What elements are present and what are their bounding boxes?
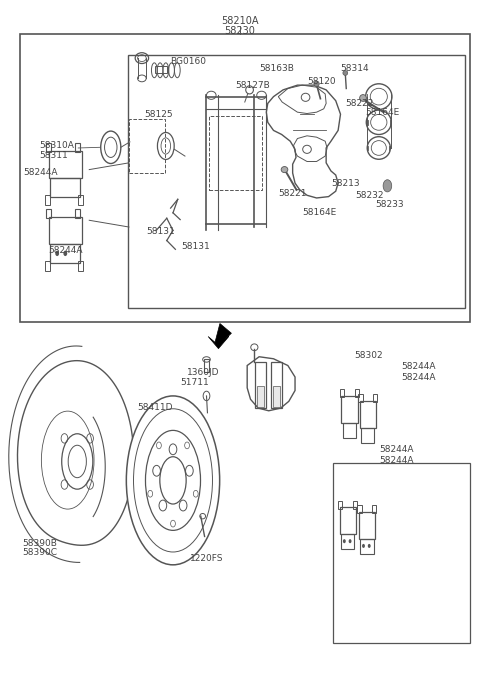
Text: 58244A: 58244A bbox=[402, 362, 436, 372]
Text: 58221: 58221 bbox=[278, 189, 307, 198]
Polygon shape bbox=[208, 324, 231, 349]
Bar bbox=[359, 512, 375, 539]
Bar bbox=[50, 244, 80, 263]
Bar bbox=[361, 428, 374, 443]
Bar bbox=[343, 423, 356, 438]
Bar bbox=[333, 464, 470, 642]
Circle shape bbox=[55, 250, 59, 256]
Circle shape bbox=[343, 539, 346, 543]
Bar bbox=[45, 261, 49, 271]
Bar bbox=[273, 387, 280, 407]
Text: 58164E: 58164E bbox=[365, 108, 400, 116]
Ellipse shape bbox=[314, 81, 319, 87]
Bar bbox=[48, 151, 82, 177]
Text: 58233: 58233 bbox=[375, 200, 404, 209]
Bar bbox=[338, 501, 342, 508]
Bar bbox=[46, 143, 51, 152]
Text: 58244A: 58244A bbox=[48, 246, 83, 255]
Bar bbox=[78, 195, 83, 204]
Bar bbox=[45, 195, 49, 204]
Bar bbox=[257, 387, 264, 407]
Bar bbox=[341, 396, 358, 423]
Ellipse shape bbox=[281, 167, 288, 173]
Bar bbox=[50, 177, 80, 196]
Bar bbox=[255, 362, 266, 408]
Bar bbox=[20, 35, 470, 322]
Bar bbox=[204, 359, 209, 372]
Bar bbox=[75, 209, 80, 218]
Text: 58390C: 58390C bbox=[22, 548, 57, 557]
Bar bbox=[353, 501, 357, 508]
Text: 1360JD: 1360JD bbox=[187, 368, 220, 377]
Text: 58314: 58314 bbox=[340, 64, 369, 72]
Bar bbox=[78, 261, 83, 271]
Text: 58411D: 58411D bbox=[137, 403, 173, 412]
Text: 58230: 58230 bbox=[225, 26, 255, 36]
Text: 58232: 58232 bbox=[355, 191, 384, 200]
Text: 58390B: 58390B bbox=[22, 539, 57, 548]
Text: 1220FS: 1220FS bbox=[190, 554, 223, 563]
Text: 58222: 58222 bbox=[345, 99, 373, 108]
Text: 58244A: 58244A bbox=[379, 445, 413, 454]
Bar bbox=[339, 507, 356, 534]
Text: 58131: 58131 bbox=[181, 242, 210, 251]
Bar bbox=[360, 401, 376, 428]
Bar bbox=[358, 394, 362, 402]
Text: 58244A: 58244A bbox=[24, 169, 58, 177]
Text: 58164E: 58164E bbox=[302, 209, 336, 217]
Text: 58244A: 58244A bbox=[379, 456, 413, 464]
Bar bbox=[48, 217, 82, 244]
Text: 58311: 58311 bbox=[39, 151, 68, 160]
Text: 58131: 58131 bbox=[147, 227, 175, 236]
Ellipse shape bbox=[343, 70, 348, 75]
Text: 58127B: 58127B bbox=[235, 81, 270, 90]
Circle shape bbox=[368, 544, 371, 548]
Text: BG0160: BG0160 bbox=[170, 57, 206, 66]
Bar bbox=[156, 66, 167, 73]
Text: 51711: 51711 bbox=[180, 378, 209, 387]
Text: 58302: 58302 bbox=[354, 351, 383, 360]
Ellipse shape bbox=[126, 396, 220, 565]
Text: 58163B: 58163B bbox=[259, 64, 294, 72]
Bar bbox=[128, 55, 465, 308]
Circle shape bbox=[362, 544, 365, 548]
Text: 58120: 58120 bbox=[307, 77, 336, 85]
Ellipse shape bbox=[360, 95, 366, 102]
Bar bbox=[360, 539, 373, 554]
Bar bbox=[341, 534, 354, 549]
Bar bbox=[355, 389, 359, 397]
Text: 58210A: 58210A bbox=[221, 16, 259, 26]
Text: 58310A: 58310A bbox=[39, 141, 74, 150]
Bar bbox=[372, 505, 376, 513]
Circle shape bbox=[63, 250, 67, 256]
Text: 58213: 58213 bbox=[331, 179, 360, 188]
Text: 58244A: 58244A bbox=[402, 373, 436, 383]
Bar bbox=[357, 505, 361, 513]
Circle shape bbox=[348, 539, 351, 543]
Text: 58125: 58125 bbox=[144, 110, 173, 118]
Bar bbox=[340, 389, 344, 397]
Bar bbox=[46, 209, 51, 218]
Bar bbox=[129, 119, 165, 173]
Bar bbox=[209, 116, 262, 190]
Bar bbox=[373, 394, 377, 402]
Circle shape bbox=[383, 179, 392, 192]
Bar bbox=[271, 362, 282, 408]
Bar bbox=[75, 143, 80, 152]
